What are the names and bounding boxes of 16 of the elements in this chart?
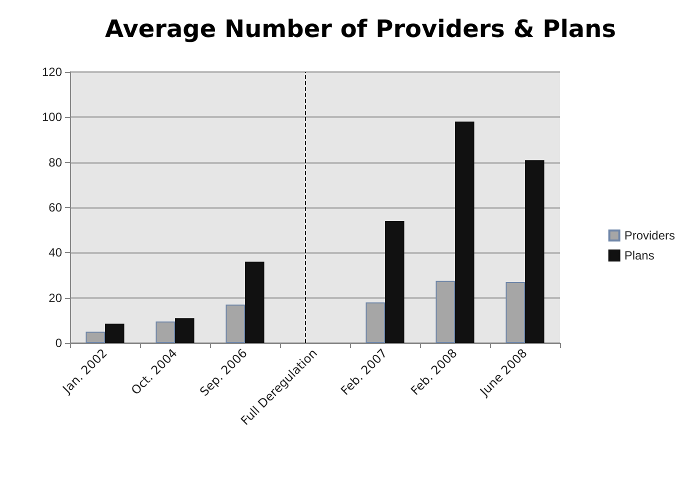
- bar: [175, 318, 194, 343]
- y-tick-label: 0: [55, 336, 62, 350]
- chart-title: Average Number of Providers & Plans: [105, 15, 616, 43]
- y-tick-label: 40: [48, 246, 62, 260]
- legend-label: Providers: [624, 228, 676, 242]
- y-tick-label: 120: [42, 65, 62, 79]
- bar: [525, 160, 544, 343]
- legend-label: Plans: [624, 248, 654, 262]
- y-tick-label: 100: [42, 110, 62, 124]
- y-tick-label: 80: [48, 155, 62, 170]
- y-tick-label: 60: [48, 200, 62, 214]
- bar: [385, 221, 404, 343]
- y-tick-label: 20: [48, 290, 62, 305]
- bar: [105, 324, 124, 343]
- bar: [245, 262, 264, 343]
- bar: [455, 122, 474, 343]
